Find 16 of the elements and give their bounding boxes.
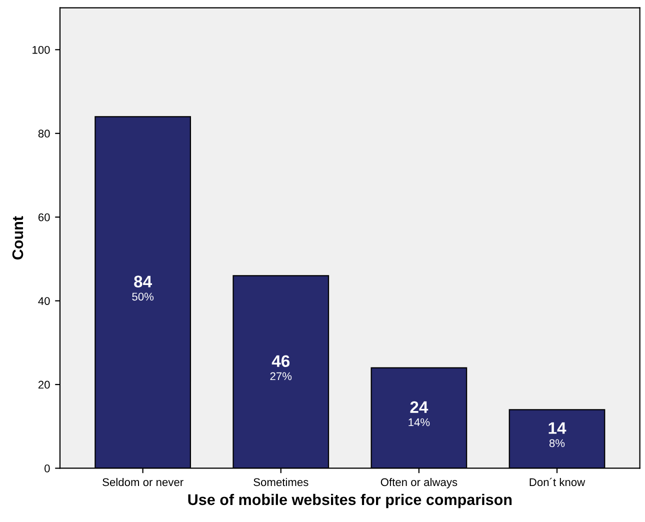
x-tick-label: Don´t know: [530, 478, 586, 486]
data-label: 84 50%: [132, 276, 154, 301]
data-label: 46 27%: [270, 355, 292, 380]
y-tick-label: 20: [38, 380, 50, 389]
y-tick-label: 40: [38, 297, 50, 305]
y-tick-label: 80: [38, 130, 50, 138]
x-axis-title: Use of mobile websites for price comparison: [188, 494, 512, 508]
y-tick-label: 100: [32, 46, 50, 54]
y-tick-label: 0: [44, 464, 50, 472]
x-tick-label: Sometimes: [254, 478, 308, 486]
y-axis-title: Count: [12, 216, 24, 260]
y-tick-label: 60: [38, 213, 50, 222]
x-tick-label: Seldom or never: [102, 478, 184, 486]
data-label: 14 8%: [548, 422, 566, 448]
x-tick-label: Often or always: [380, 478, 458, 488]
data-label: 24 14%: [408, 401, 430, 426]
